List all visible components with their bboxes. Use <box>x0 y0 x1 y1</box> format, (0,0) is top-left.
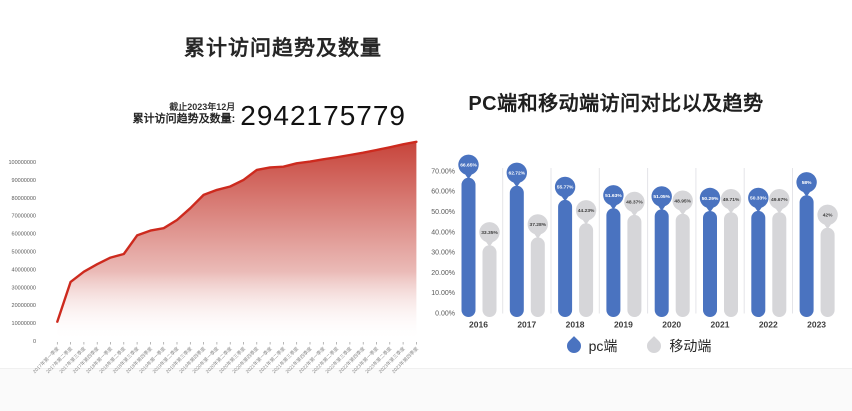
pc-bar <box>606 208 621 317</box>
bubble <box>624 191 645 213</box>
bubble <box>699 187 721 209</box>
mobile-bar <box>772 212 787 317</box>
pc-mobile-legend: pc端 移动端 <box>426 336 852 356</box>
year-label: 2016 <box>469 320 488 330</box>
year-label: 2019 <box>614 320 633 330</box>
annotation-labels: 截止2023年12月 累计访问趋势及数量: <box>133 102 236 130</box>
y-tick-label: 70.00% <box>431 168 455 175</box>
bubble-label: 55.77% <box>557 185 574 191</box>
mobile-bar <box>482 245 497 317</box>
legend-label: pc端 <box>588 338 618 354</box>
pc-mobile-chart-title: PC端和移动端访问对比以及趋势 <box>468 93 764 115</box>
mobile-bar <box>820 227 835 317</box>
bubble <box>672 190 693 211</box>
y-tick-label: 60.00% <box>431 189 455 196</box>
year-label: 2020 <box>662 320 681 330</box>
bubble-label: 49.67% <box>771 197 788 203</box>
y-tick-label: 0 <box>33 339 36 345</box>
bubble-label: 33.35% <box>481 230 498 236</box>
y-tick-label: 0.00% <box>435 310 455 317</box>
pc-bar <box>558 199 573 317</box>
pc-bar <box>703 211 717 317</box>
bubble <box>554 176 576 198</box>
y-tick-label: 30000000 <box>12 285 36 291</box>
bubble <box>603 185 624 206</box>
y-tick-label: 40.00% <box>431 229 455 236</box>
area-fill <box>57 141 417 341</box>
annotation-date: 截止2023年12月 <box>169 102 236 112</box>
y-tick-label: 100000000 <box>8 160 36 166</box>
mobile-bar <box>627 214 642 317</box>
y-tick-label: 10000000 <box>12 321 36 327</box>
bubble-label: 42% <box>823 213 833 219</box>
bubble <box>720 189 742 210</box>
pc-mobile-bar-chart: 0.00% 10.00% 20.00% 30.00% 40.00% 50.00% 60.00… <box>431 154 838 330</box>
area-line <box>56 140 418 323</box>
bubble <box>479 222 500 243</box>
bubble-label: 50.29% <box>702 196 719 202</box>
year-label: 2023 <box>807 320 826 330</box>
bottom-strip <box>0 368 852 411</box>
cumulative-total-annotation: 截止2023年12月 累计访问趋势及数量: 2942175779 <box>40 102 406 130</box>
bubble <box>769 189 790 210</box>
year-label: 2018 <box>566 320 585 330</box>
bubble-label: 48.37% <box>626 200 643 206</box>
y-tick-label: 90000000 <box>12 178 36 184</box>
y-tick-label: 10.00% <box>431 290 455 297</box>
y-tick-label: 20000000 <box>12 303 36 309</box>
pc-bar <box>799 195 814 317</box>
pc-bar <box>654 209 669 317</box>
legend-item-mobile: 移动端 <box>644 336 712 356</box>
year-label: 2021 <box>711 320 730 330</box>
bubble-label: 44.23% <box>578 208 595 214</box>
bubble <box>748 187 769 209</box>
legend-item-pc: pc端 <box>563 336 618 356</box>
legend-label: 移动端 <box>669 338 712 354</box>
annotation-metric-label: 累计访问趋势及数量: <box>132 113 236 126</box>
y-tick-label: 30.00% <box>431 250 455 257</box>
annotation-total-value: 2942175779 <box>240 100 406 131</box>
pc-bar <box>751 210 766 317</box>
bubble-label: 51.05% <box>653 194 670 200</box>
y-tick-label: 80000000 <box>12 196 36 202</box>
year-label: 2022 <box>759 320 778 330</box>
bubble <box>796 172 817 193</box>
y-tick-label: 20.00% <box>431 270 455 277</box>
bubble-label: 51.63% <box>605 193 622 199</box>
cumulative-chart-title: 累计访问趋势及数量 <box>184 37 382 60</box>
bubble <box>527 214 548 235</box>
bubble <box>575 200 597 221</box>
pc-legend-drop-icon <box>563 336 584 356</box>
cumulative-area-chart: 0 10000000 20000000 30000000 40000000 5000000… <box>8 140 420 375</box>
bubble-label: 66.65% <box>460 163 477 169</box>
y-tick-label: 40000000 <box>12 267 36 273</box>
bubble-label: 62.72% <box>509 171 526 177</box>
bubble <box>506 162 527 183</box>
bubble-label: 48.95% <box>674 199 691 205</box>
mobile-legend-drop-icon <box>644 336 665 356</box>
bubble <box>651 186 672 207</box>
bubble-label: 49.71% <box>723 197 740 203</box>
mobile-bar <box>724 212 738 317</box>
y-tick-label: 70000000 <box>12 214 36 220</box>
year-label: 2017 <box>517 320 536 330</box>
pc-bar <box>509 185 524 317</box>
y-tick-label: 60000000 <box>12 232 36 238</box>
bubble <box>458 154 479 175</box>
y-tick-label: 50000000 <box>12 250 36 256</box>
mobile-bar <box>579 223 594 317</box>
pc-bar <box>461 177 476 317</box>
bubble-label: 58% <box>802 180 812 186</box>
bubble-label: 37.28% <box>530 222 547 228</box>
bubble-label: 50.33% <box>750 196 767 202</box>
mobile-bar <box>530 237 545 317</box>
y-tick-label: 50.00% <box>431 209 455 216</box>
mobile-bar <box>675 213 690 317</box>
bubble <box>817 204 838 225</box>
